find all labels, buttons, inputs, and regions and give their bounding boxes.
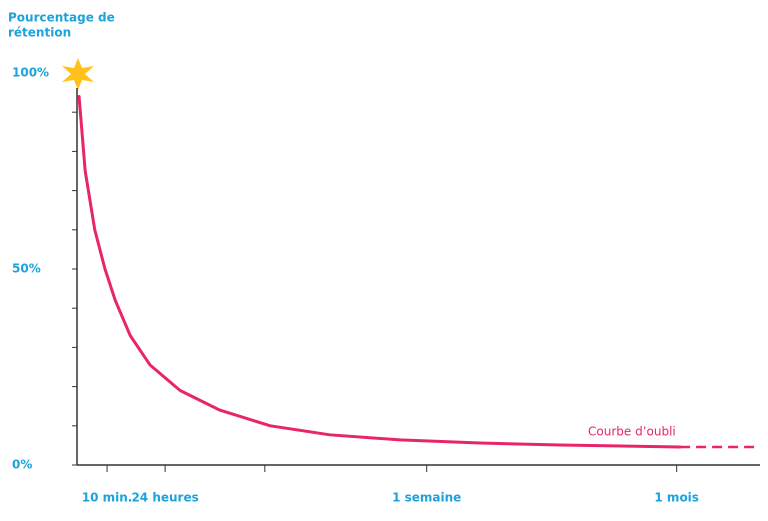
chart-title: rétention [8,26,71,40]
y-tick-label: 100% [12,66,49,80]
x-tick-label: 10 min. [82,491,133,505]
x-tick-label: 1 semaine [392,491,461,505]
annotation: Courbe d’oubli [588,425,676,439]
y-tick-label: 0% [12,458,32,472]
chart-title: Pourcentage de [8,11,115,25]
star [62,58,94,90]
x-tick-label: 24 heures [131,491,198,505]
curve [77,95,682,449]
y-tick-label: 50% [12,262,41,276]
x-tick-label: 1 mois [654,491,699,505]
